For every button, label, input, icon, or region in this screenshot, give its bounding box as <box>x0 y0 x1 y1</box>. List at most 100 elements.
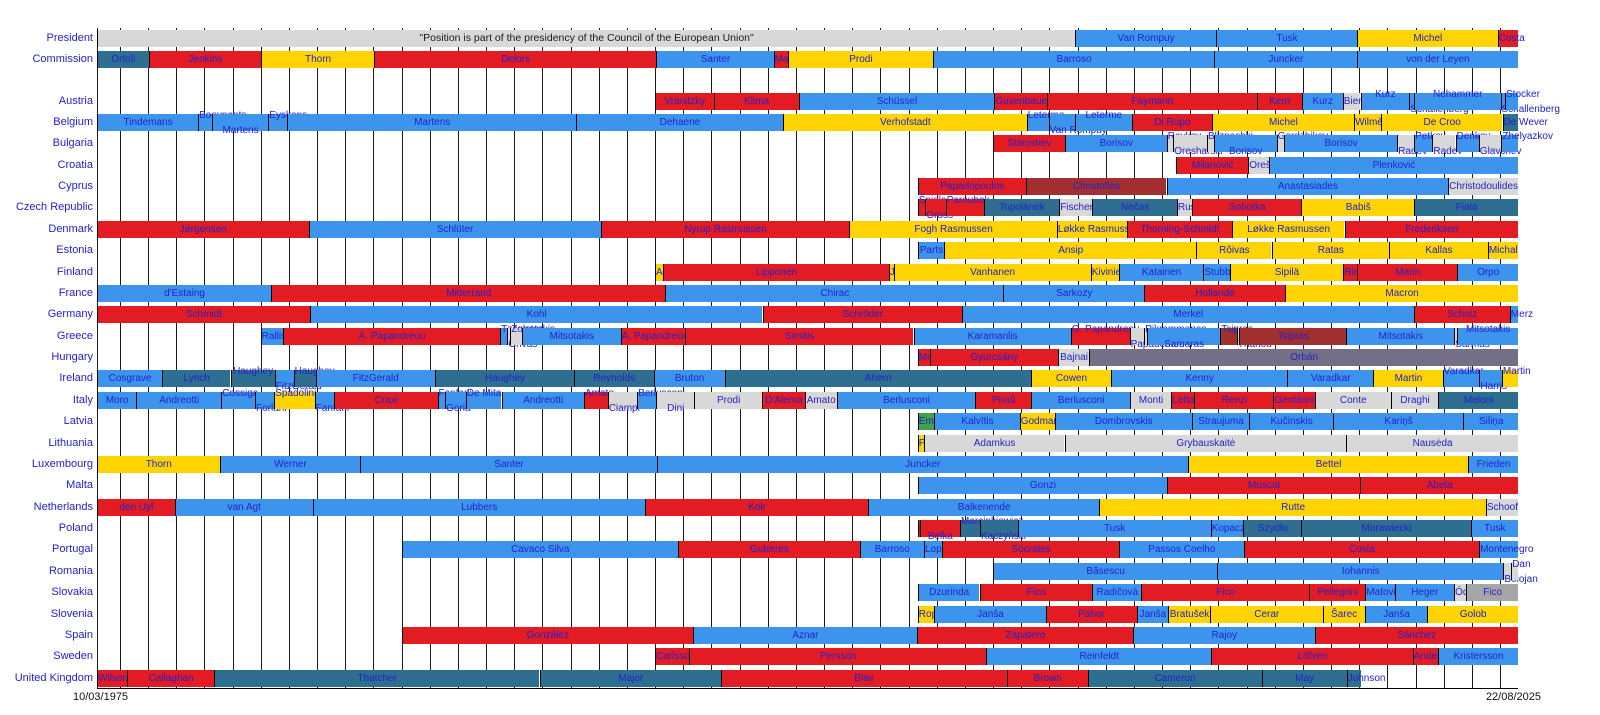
timeline-bar[interactable]: Špidla <box>917 195 947 217</box>
timeline-bar[interactable]: Haughey <box>230 366 275 388</box>
timeline-bar[interactable]: Orešković <box>1248 156 1294 174</box>
timeline-bar[interactable]: Sarkozy <box>1003 284 1145 302</box>
timeline-bar[interactable]: Bajnai <box>1057 349 1090 366</box>
timeline-bar[interactable]: Lopes <box>924 541 952 559</box>
timeline-bar[interactable]: Kopacz <box>1210 520 1245 537</box>
timeline-bar[interactable]: Conte <box>1314 391 1391 409</box>
timeline-bar[interactable]: Milanović <box>1176 156 1249 174</box>
timeline-bar[interactable]: Stubb <box>1203 263 1231 281</box>
timeline-bar[interactable]: Schröder <box>762 306 962 324</box>
timeline-bar[interactable]: Samaras <box>1147 327 1221 350</box>
timeline-bar[interactable]: Bettel <box>1187 455 1469 473</box>
timeline-bar[interactable]: Rusnok <box>1176 199 1212 217</box>
timeline-bar[interactable]: Balkenende <box>867 498 1100 516</box>
timeline-bar[interactable]: Sipilä <box>1229 263 1344 281</box>
timeline-bar[interactable]: Christofias <box>1025 178 1167 196</box>
timeline-bar[interactable]: Aho <box>655 263 674 281</box>
timeline-bar[interactable]: Jørgensen <box>97 220 309 238</box>
timeline-bar[interactable]: May <box>1261 669 1347 687</box>
timeline-bar[interactable]: Dehaene <box>576 114 783 131</box>
timeline-bar[interactable]: Persson <box>689 648 987 666</box>
timeline-bar[interactable]: Michal <box>1487 242 1518 260</box>
timeline-bar[interactable]: Gyurcsány <box>929 349 1058 366</box>
timeline-bar[interactable]: Prodi <box>787 51 934 68</box>
timeline-bar[interactable]: Andersson <box>1412 648 1462 666</box>
timeline-bar[interactable]: Thatcher <box>213 669 540 687</box>
timeline-bar[interactable]: Faymann <box>1047 92 1257 110</box>
timeline-bar[interactable]: Rallis <box>260 327 286 345</box>
timeline-bar[interactable]: Ratas <box>1271 242 1390 260</box>
timeline-bar[interactable]: Straujuma <box>1191 413 1250 431</box>
timeline-bar[interactable]: Nausėda <box>1346 434 1518 452</box>
timeline-bar[interactable]: Varadkar <box>1287 370 1374 388</box>
timeline-bar[interactable]: Schoof <box>1485 498 1518 516</box>
timeline-bar[interactable]: Major <box>539 669 721 687</box>
timeline-bar[interactable]: Emsis <box>917 413 946 431</box>
timeline-bar[interactable]: Kern <box>1256 92 1302 110</box>
timeline-bar[interactable]: Juncker <box>1213 51 1357 68</box>
timeline-bar[interactable]: Adamkus <box>923 434 1065 452</box>
timeline-bar[interactable]: Kurz <box>1360 89 1410 110</box>
timeline-bar[interactable]: Schlüter <box>308 220 601 238</box>
timeline-bar[interactable]: Fogh Rasmussen <box>849 220 1057 238</box>
timeline-bar[interactable]: Barroso <box>859 541 924 559</box>
timeline-bar[interactable]: Brown <box>1006 669 1088 687</box>
timeline-bar[interactable]: Kalvītis <box>934 413 1020 431</box>
timeline-bar[interactable]: Johnson <box>1346 669 1386 687</box>
timeline-bar[interactable]: Ansip <box>944 242 1197 260</box>
timeline-bar[interactable]: Hollande <box>1144 284 1285 302</box>
timeline-bar[interactable]: Reinfeldt <box>986 648 1212 666</box>
timeline-bar[interactable]: D'Alema <box>762 391 805 409</box>
timeline-bar[interactable]: Kiviniemi <box>1090 263 1132 281</box>
timeline-bar[interactable]: Cosgrave <box>97 370 163 388</box>
timeline-bar[interactable]: Godmanis <box>1019 413 1066 431</box>
timeline-bar[interactable]: Sobotka <box>1192 199 1302 217</box>
timeline-bar[interactable]: Löfven <box>1211 648 1413 666</box>
timeline-bar[interactable]: Tzannetakis <box>500 324 555 345</box>
timeline-bar[interactable]: Janša <box>934 605 1046 623</box>
timeline-bar[interactable]: Stocker <box>1505 89 1540 110</box>
timeline-bar[interactable]: Ahern <box>724 370 1031 388</box>
timeline-bar[interactable]: Schmidt <box>97 306 310 324</box>
timeline-bar[interactable]: Stanishev <box>993 135 1065 153</box>
timeline-bar[interactable]: Orpo <box>1457 263 1518 281</box>
timeline-bar[interactable]: von der Leyen <box>1356 51 1518 68</box>
timeline-bar[interactable]: Janša <box>1364 605 1428 623</box>
timeline-bar[interactable]: Letta <box>1171 391 1195 409</box>
timeline-bar[interactable]: Martens <box>211 114 269 136</box>
timeline-bar[interactable]: Martin <box>1373 370 1443 388</box>
timeline-bar[interactable]: Rõivas <box>1196 242 1272 260</box>
timeline-bar[interactable]: Nečas <box>1092 199 1177 217</box>
timeline-bar[interactable]: Bratušek <box>1168 605 1210 623</box>
timeline-bar[interactable]: Rop <box>917 605 937 623</box>
timeline-bar[interactable]: Rutte <box>1099 498 1486 516</box>
timeline-bar[interactable]: A. Papandreou <box>620 327 688 345</box>
timeline-bar[interactable]: Fiala <box>1414 199 1518 217</box>
timeline-bar[interactable]: Heger <box>1394 584 1454 602</box>
timeline-bar[interactable]: Carlsson <box>655 648 695 666</box>
timeline-bar[interactable]: Wilson <box>97 669 128 687</box>
timeline-bar[interactable]: Marin <box>773 51 800 68</box>
timeline-bar[interactable]: Petkov <box>1414 131 1446 153</box>
timeline-bar[interactable]: Zhelyazkov <box>1501 131 1553 153</box>
timeline-bar[interactable]: Frederiksen <box>1344 220 1518 238</box>
timeline-bar[interactable]: Prodi <box>694 391 762 409</box>
timeline-bar[interactable]: González <box>401 626 693 644</box>
timeline-bar[interactable]: Marcinkiewicz <box>960 516 1023 537</box>
timeline-bar[interactable]: Glavchev <box>1478 135 1521 157</box>
timeline-bar[interactable]: Christodoulides <box>1448 178 1518 196</box>
timeline-bar[interactable]: Siliņa <box>1463 413 1518 431</box>
timeline-bar[interactable]: Kohl <box>309 306 763 324</box>
timeline-bar[interactable]: Lynch <box>162 370 231 388</box>
timeline-bar[interactable]: Michel <box>1211 114 1354 131</box>
timeline-bar[interactable]: Tusk <box>1216 30 1357 47</box>
timeline-bar[interactable]: Szydło <box>1243 520 1302 537</box>
timeline-bar[interactable]: "Position is part of the presidency of t… <box>97 30 1076 47</box>
timeline-bar[interactable]: Werner <box>219 455 361 473</box>
timeline-bar[interactable]: Prodi <box>975 391 1032 409</box>
timeline-bar[interactable]: De Mita <box>465 388 502 409</box>
timeline-bar[interactable]: Radičová <box>1092 584 1142 602</box>
timeline-bar[interactable]: Anastasiades <box>1166 178 1449 196</box>
timeline-bar[interactable]: Kallas <box>1389 242 1488 260</box>
timeline-bar[interactable]: Frieden <box>1468 455 1518 473</box>
